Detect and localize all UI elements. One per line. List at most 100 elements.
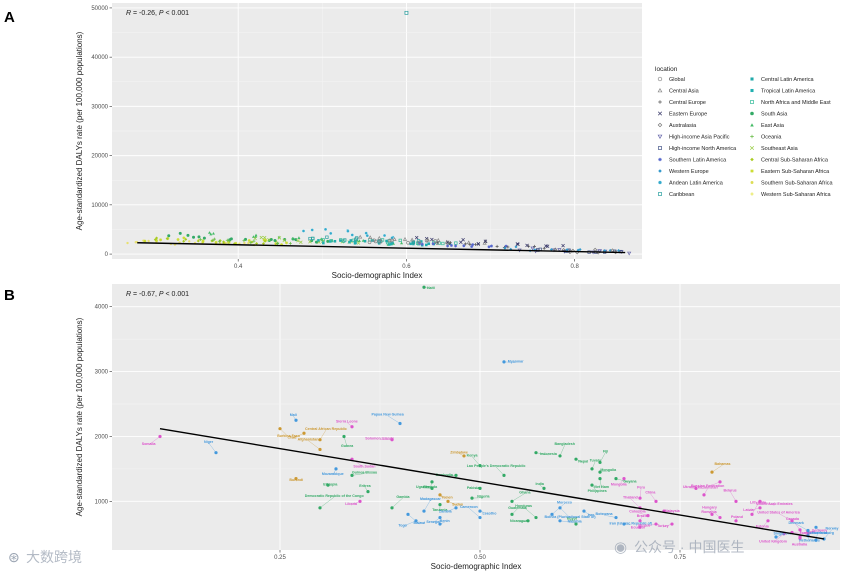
data-point — [530, 246, 535, 251]
legend-label: Western Sub-Saharan Africa — [761, 192, 832, 198]
country-point: Sudan — [446, 499, 463, 506]
data-point — [202, 236, 206, 240]
data-point — [217, 239, 221, 243]
country-point: Morocco — [550, 501, 573, 516]
country-point: Guinea-Bissau — [350, 471, 377, 477]
legend-key-icon — [658, 146, 662, 150]
label-leader — [637, 512, 649, 516]
country-point: Bahamas — [710, 462, 730, 474]
legend-item: Central Latin America — [750, 77, 815, 83]
data-point — [377, 235, 382, 240]
country-label: Ethiopia — [323, 482, 338, 486]
country-label: Turkey — [657, 524, 669, 528]
data-point — [357, 239, 361, 242]
data-point — [222, 240, 226, 244]
y-tick-label: 3000 — [95, 370, 109, 376]
country-point: Solomon Islands — [365, 436, 394, 442]
data-point — [155, 236, 159, 240]
country-point: Australia — [792, 536, 808, 547]
data-point — [425, 243, 428, 247]
data-point — [389, 238, 394, 243]
data-point — [155, 239, 159, 243]
data-point — [525, 243, 529, 248]
label-leader — [468, 507, 481, 518]
data-point — [291, 236, 295, 240]
legend-item: Oceania — [750, 135, 782, 141]
label-leader — [707, 481, 721, 488]
country-label: Bahamas — [715, 462, 731, 466]
country-point: Uganda — [416, 485, 434, 490]
label-leader — [319, 429, 327, 440]
legend-item: Eastern Sub-Saharan Africa — [750, 169, 830, 175]
country-label: Switzerland — [807, 531, 827, 535]
data-point — [199, 238, 203, 242]
legend-key-icon — [750, 88, 754, 93]
data-point — [449, 243, 453, 247]
legend-key-icon — [750, 77, 754, 81]
country-point: Guinea — [341, 434, 354, 448]
legend-key-icon — [750, 181, 754, 184]
country-label: Afghanistan — [298, 437, 319, 441]
label-leader — [662, 523, 673, 528]
country-point: China — [645, 491, 658, 503]
legend-key-icon — [658, 192, 662, 196]
stat-p-value: < 0.001 — [164, 10, 190, 17]
data-point — [242, 239, 246, 243]
legend-label: Central Sub-Saharan Africa — [761, 158, 829, 164]
label-leader — [759, 501, 775, 506]
data-point — [471, 243, 475, 247]
data-point — [454, 241, 458, 245]
country-label: Lithuania — [750, 501, 767, 505]
country-point: Honduras — [515, 504, 538, 520]
country-label: Iran (Islamic Republic of) — [609, 522, 653, 526]
country-point: Myanmar — [502, 360, 524, 364]
legend-label: Eastern Europe — [669, 112, 707, 118]
series-andean-latin-america — [301, 227, 395, 240]
country-label: Canada — [786, 517, 800, 521]
country-point: Philippines — [588, 483, 607, 493]
y-tick-label: 40000 — [91, 55, 108, 61]
data-point — [514, 245, 518, 249]
data-point — [454, 244, 458, 248]
country-label: Nicaragua — [510, 519, 528, 523]
data-point — [542, 246, 546, 250]
country-label: Ghana — [519, 490, 531, 494]
legend-label: Southern Latin America — [669, 158, 727, 164]
country-label: Niger — [204, 440, 214, 444]
data-point — [326, 239, 330, 243]
legend-item: Central Europe — [658, 100, 706, 106]
data-point — [296, 238, 300, 243]
data-point — [438, 522, 442, 526]
country-label: United States of America — [757, 510, 800, 514]
country-label: Honduras — [515, 504, 532, 508]
watermark-right-text: 公众号 · 中国医生 — [634, 539, 744, 555]
country-point: Senegal — [426, 515, 442, 524]
label-leader — [445, 507, 457, 513]
data-point — [261, 242, 265, 246]
data-point — [243, 241, 246, 245]
country-point: Burkina Faso — [277, 427, 301, 438]
data-point — [207, 231, 211, 234]
data-point — [321, 238, 325, 242]
label-leader — [799, 538, 801, 546]
legend-key-icon — [657, 87, 663, 93]
country-label: Ecuador — [631, 526, 646, 530]
country-label: Australia — [792, 543, 808, 547]
legend-key-icon — [749, 145, 755, 151]
legend-key-icon — [658, 157, 662, 162]
data-point — [356, 241, 361, 245]
data-point — [188, 240, 191, 243]
country-point: Haiti — [422, 285, 435, 290]
country-point: Peru — [637, 486, 645, 500]
country-label: South Sudan — [353, 465, 375, 469]
country-point: Kazakhstan — [698, 485, 718, 497]
data-point — [325, 235, 329, 239]
country-point: Zimbabwe — [450, 450, 468, 458]
stat-r: R — [126, 10, 131, 17]
country-point: Madagascar — [420, 497, 441, 513]
country-label: Hungary — [702, 506, 717, 510]
data-point — [363, 239, 367, 243]
legend-label: East Asia — [761, 123, 785, 129]
label-leader — [604, 514, 617, 518]
y-tick-label: 30000 — [91, 104, 108, 110]
